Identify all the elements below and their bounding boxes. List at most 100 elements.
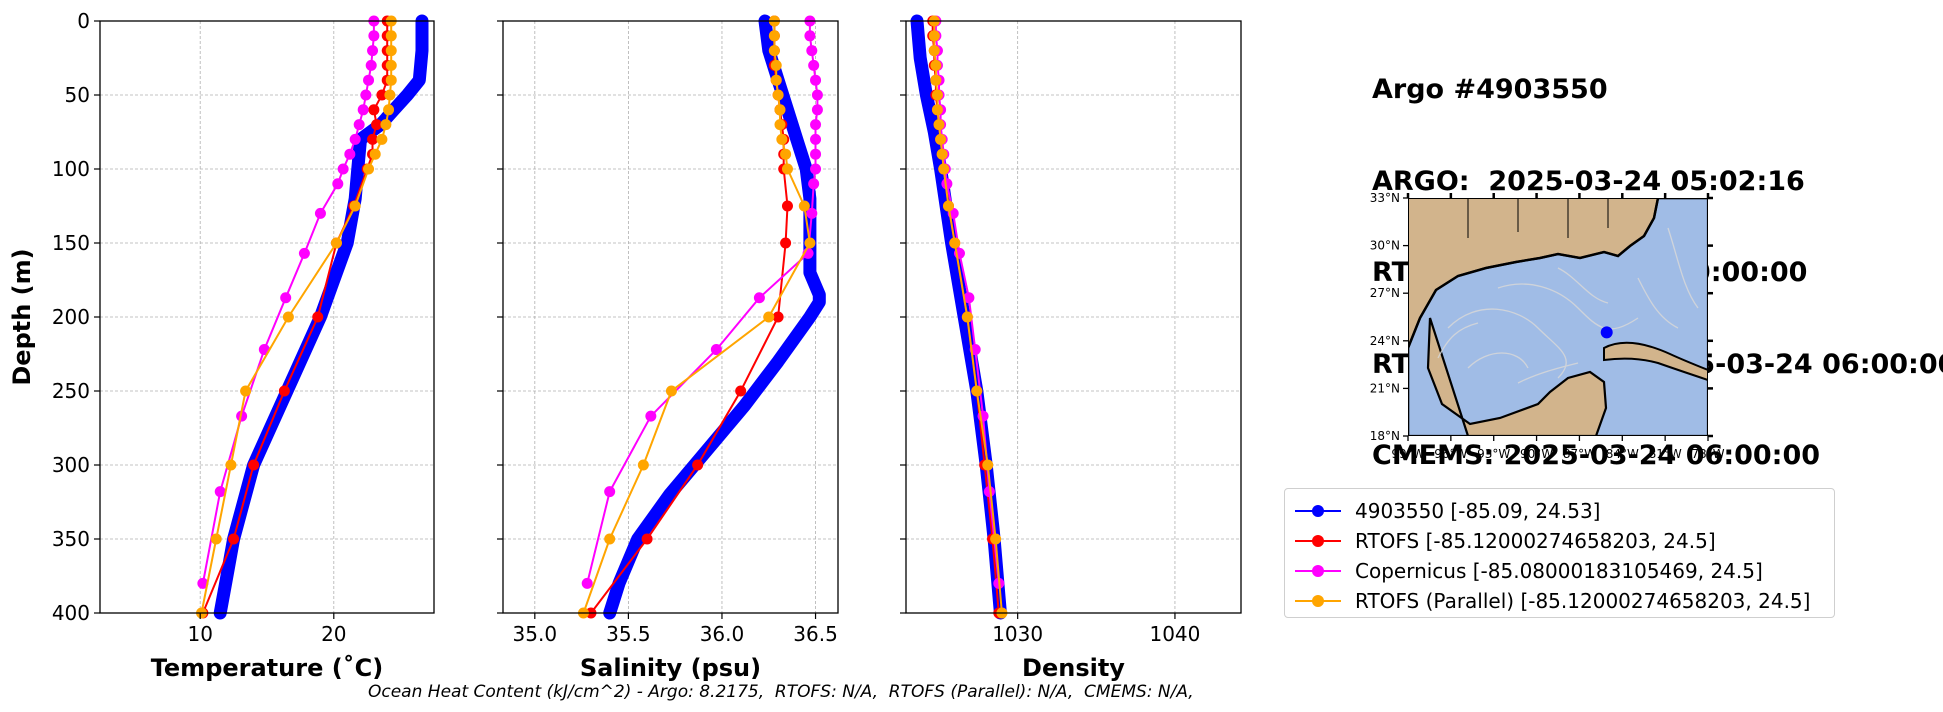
x-axis-label: Temperature (˚C) [151, 654, 384, 682]
ocean-heat-content-note: Ocean Heat Content (kJ/cm^2) - Argo: 8.2… [368, 682, 1194, 702]
series-point [806, 207, 818, 219]
legend-entry-argo: 4903550 [-85.09, 24.53] [1295, 496, 1600, 526]
legend-entry-copernicus: Copernicus [-85.08000183105469, 24.5] [1295, 556, 1763, 586]
series-point [941, 178, 953, 190]
series-point [282, 311, 294, 323]
legend-label-argo: 4903550 [-85.09, 24.53] [1355, 499, 1601, 523]
series-point [768, 45, 780, 57]
series-line-argo [603, 14, 826, 620]
series-point [349, 200, 361, 212]
series-point [780, 148, 792, 160]
series-point [768, 30, 780, 42]
legend-swatch-copernicus [1295, 556, 1341, 586]
series-point [376, 89, 388, 101]
xtick-label: 1030 [992, 622, 1043, 646]
series-point [376, 133, 388, 145]
series-point [248, 459, 260, 471]
map-lon-label: 90°W [1520, 447, 1553, 461]
series-point [810, 148, 822, 160]
series-point [363, 163, 375, 175]
series-point [225, 459, 237, 471]
series-point [369, 148, 381, 160]
map-lon-label: 84°W [1606, 447, 1639, 461]
map-lon-label: 87°W [1563, 447, 1596, 461]
xtick-label: 1040 [1149, 622, 1200, 646]
series-point [806, 45, 818, 57]
map-lon-label: 99°W [1391, 447, 1424, 461]
series-point [810, 163, 822, 175]
series-point [360, 89, 372, 101]
series-point [810, 74, 822, 86]
series-point [971, 385, 983, 397]
ytick-label: 50 [65, 83, 90, 107]
map-lat-label: 18°N [1370, 429, 1400, 443]
series-point [804, 237, 816, 249]
series-point [990, 533, 1002, 545]
series-point [780, 237, 792, 249]
series-point [931, 89, 943, 101]
map-lon-label: 93°W [1477, 447, 1510, 461]
legend-swatch-rtofs [1295, 526, 1341, 556]
series-point [810, 133, 822, 145]
series-point [808, 178, 820, 190]
series-point [710, 344, 722, 356]
series-point [810, 119, 822, 131]
series-point [385, 45, 397, 57]
ytick-label: 0 [77, 9, 90, 33]
map-lat-label: 27°N [1370, 286, 1400, 300]
argo-float-marker [1600, 326, 1613, 339]
series-point [665, 385, 677, 397]
ytick-label: 400 [52, 601, 90, 625]
series-point [357, 104, 369, 116]
y-axis-label: Depth (m) [8, 248, 36, 385]
series-point [278, 385, 290, 397]
legend-label-rtofs: RTOFS [-85.12000274658203, 24.5] [1355, 529, 1716, 553]
map-streamlines [1437, 227, 1699, 384]
series-point [930, 59, 942, 71]
series-point [637, 459, 649, 471]
ytick-label: 100 [52, 157, 90, 181]
series-point [385, 74, 397, 86]
series-point [337, 163, 349, 175]
series-point [774, 104, 786, 116]
series-point [776, 133, 788, 145]
legend-swatch-argo [1295, 496, 1341, 526]
series-point [330, 237, 342, 249]
series-point [772, 311, 784, 323]
series-point [280, 292, 292, 304]
series-point [982, 459, 994, 471]
map-state-borders [1467, 198, 1609, 238]
xtick-label: 10 [187, 622, 212, 646]
map-land-cuba [1603, 341, 1708, 382]
xtick-label: 20 [321, 622, 346, 646]
series-point [385, 30, 397, 42]
xtick-label: 35.5 [606, 622, 651, 646]
series-point [332, 178, 344, 190]
x-axis-label: Density [1022, 654, 1125, 682]
gulf-of-mexico-map [1408, 198, 1708, 436]
series-point [735, 385, 747, 397]
series-point [774, 119, 786, 131]
series-point [781, 163, 793, 175]
ytick-label: 150 [52, 231, 90, 255]
series-point [961, 311, 973, 323]
series-point [344, 148, 356, 160]
series-point [641, 533, 653, 545]
series-point [772, 89, 784, 101]
series-point [363, 74, 375, 86]
series-point [928, 45, 940, 57]
series-point [942, 200, 954, 212]
series-point [240, 385, 252, 397]
series-point [770, 74, 782, 86]
series-point [938, 163, 950, 175]
series-point [933, 119, 945, 131]
legend-entry-rtofs-parallel: RTOFS (Parallel) [-85.12000274658203, 24… [1295, 586, 1810, 616]
series-point [312, 311, 324, 323]
series-point [210, 533, 222, 545]
title-line-argo-time: ARGO: 2025-03-24 05:02:16 [1372, 165, 1805, 197]
series-point [949, 237, 961, 249]
series-point [384, 89, 396, 101]
series-point [935, 133, 947, 145]
series-point [811, 89, 823, 101]
